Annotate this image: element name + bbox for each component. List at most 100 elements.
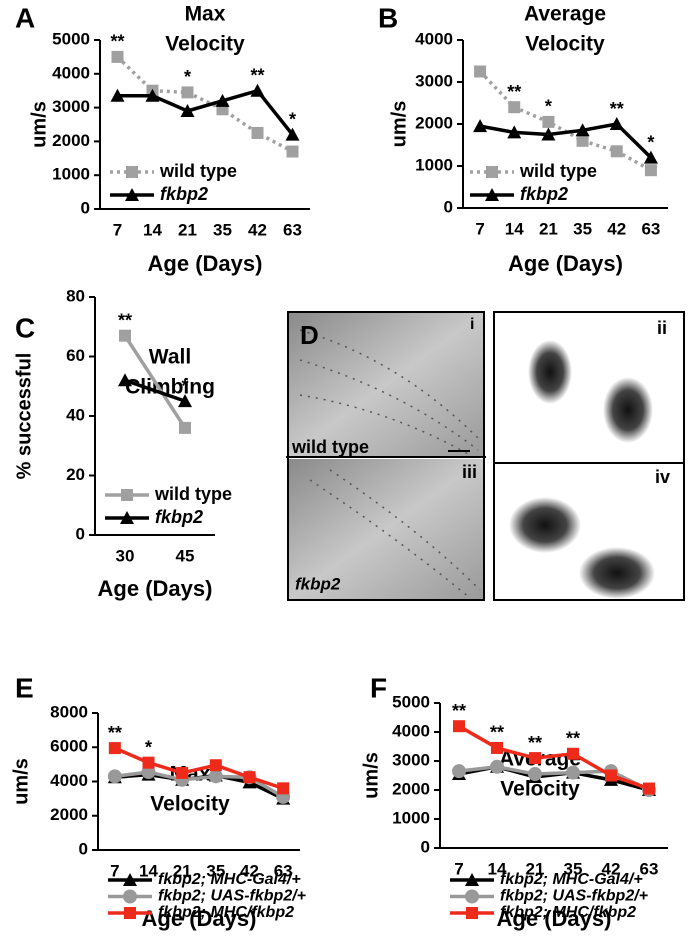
y-tick-label: 2000 xyxy=(392,779,430,798)
y-tick-label: 0 xyxy=(81,198,90,217)
x-tick-label: 42 xyxy=(602,859,621,878)
marker xyxy=(123,889,137,904)
legend-label: fkbp2; UAS-fkbp2/+ xyxy=(500,888,648,905)
marker xyxy=(473,119,488,133)
significance: ** xyxy=(108,723,122,743)
nucleus xyxy=(528,340,572,404)
panel-letter: A xyxy=(15,2,35,33)
marker xyxy=(576,134,589,147)
marker xyxy=(243,771,256,784)
marker xyxy=(643,150,658,164)
marker xyxy=(119,329,131,342)
significance: ** xyxy=(528,733,542,753)
y-tick-label: 6000 xyxy=(50,737,88,756)
marker xyxy=(465,889,479,904)
marker xyxy=(465,873,479,886)
y-tick-label: 3000 xyxy=(415,71,453,90)
y-axis-label: um/s xyxy=(360,752,382,799)
y-axis-label: um/s xyxy=(10,758,32,805)
legend-label: fkbp2 xyxy=(520,184,568,204)
x-tick-label: 63 xyxy=(283,220,302,239)
marker xyxy=(485,188,499,201)
y-tick-label: 5000 xyxy=(392,692,430,711)
marker xyxy=(145,88,160,102)
marker xyxy=(508,101,521,114)
muscle-image xyxy=(289,459,483,599)
marker xyxy=(118,373,132,387)
significance: * xyxy=(647,132,654,152)
marker xyxy=(453,720,465,733)
marker xyxy=(609,117,624,130)
y-tick-label: 2000 xyxy=(50,805,88,824)
x-tick-label: 63 xyxy=(641,219,660,238)
y-tick-label: 20 xyxy=(66,465,85,484)
x-tick-label: 35 xyxy=(213,220,232,239)
x-tick-label: 21 xyxy=(526,859,545,878)
y-tick-label: 80 xyxy=(66,286,85,305)
marker xyxy=(610,145,623,158)
x-tick-label: 7 xyxy=(110,861,119,880)
caption: wild type xyxy=(291,437,369,457)
legend-label: fkbp2; MHC/fkbp2 xyxy=(500,904,636,921)
significance: ** xyxy=(250,65,264,85)
caption: fkbp2 xyxy=(295,574,341,593)
tile-label: iii xyxy=(462,462,477,482)
series-line xyxy=(124,378,186,403)
x-tick-label: 14 xyxy=(143,220,162,239)
x-axis-label: Age (Days) xyxy=(148,251,263,276)
marker xyxy=(209,759,222,772)
y-tick-label: 0 xyxy=(444,197,453,216)
chart-title: Velocity xyxy=(500,778,580,801)
x-tick-label: 7 xyxy=(113,220,122,239)
tile-label: ii xyxy=(657,318,667,338)
legend-label: fkbp2; MHC/fkbp2 xyxy=(158,904,294,921)
marker xyxy=(208,769,223,784)
legend-label: fkbp2; UAS-fkbp2/+ xyxy=(158,888,306,905)
marker xyxy=(466,907,478,919)
significance: * xyxy=(184,67,191,87)
series-line xyxy=(479,122,653,159)
marker xyxy=(566,765,580,780)
y-tick-label: 4000 xyxy=(52,63,90,82)
marker xyxy=(491,741,503,754)
marker xyxy=(121,489,133,501)
y-tick-label: 4000 xyxy=(415,29,453,48)
y-tick-label: 8000 xyxy=(50,702,88,721)
x-tick-label: 14 xyxy=(505,219,524,238)
x-tick-label: 63 xyxy=(274,861,293,880)
y-tick-label: 60 xyxy=(66,346,85,365)
marker xyxy=(120,511,134,524)
legend-label: fkbp2; MHC-Gal4/+ xyxy=(158,871,301,888)
y-tick-label: 0 xyxy=(79,839,88,858)
marker xyxy=(452,764,466,779)
y-tick-label: 3000 xyxy=(52,97,90,116)
x-tick-label: 42 xyxy=(248,220,267,239)
legend-label: wild type xyxy=(519,161,597,181)
y-tick-label: 5000 xyxy=(52,29,90,48)
significance: ** xyxy=(610,99,624,119)
marker xyxy=(490,759,504,774)
marker xyxy=(179,421,191,434)
tile-label: i xyxy=(470,316,474,333)
legend-label: wild type xyxy=(159,161,237,181)
significance: ** xyxy=(566,729,580,749)
y-tick-label: 1000 xyxy=(415,155,453,174)
panel-letter: C xyxy=(15,312,35,343)
y-tick-label: 40 xyxy=(66,405,85,424)
marker xyxy=(286,145,299,158)
nucleus xyxy=(579,547,655,599)
significance: ** xyxy=(452,701,466,721)
chart: A Max Velocity 0 1000 2000 3000 4000 5000 7 14 21 35… xyxy=(15,2,310,276)
marker xyxy=(181,86,194,99)
marker xyxy=(107,769,122,784)
marker xyxy=(110,88,125,102)
chart-title: Velocity xyxy=(165,33,245,56)
significance: * xyxy=(145,737,152,757)
chart: C Wall Climbing 0 20 40 60 80 30 45 Age (Days) % su… xyxy=(13,286,232,600)
y-tick-label: 2000 xyxy=(415,113,453,132)
nucleus xyxy=(603,377,653,443)
marker xyxy=(277,782,290,795)
marker xyxy=(126,166,138,178)
marker xyxy=(605,769,617,782)
